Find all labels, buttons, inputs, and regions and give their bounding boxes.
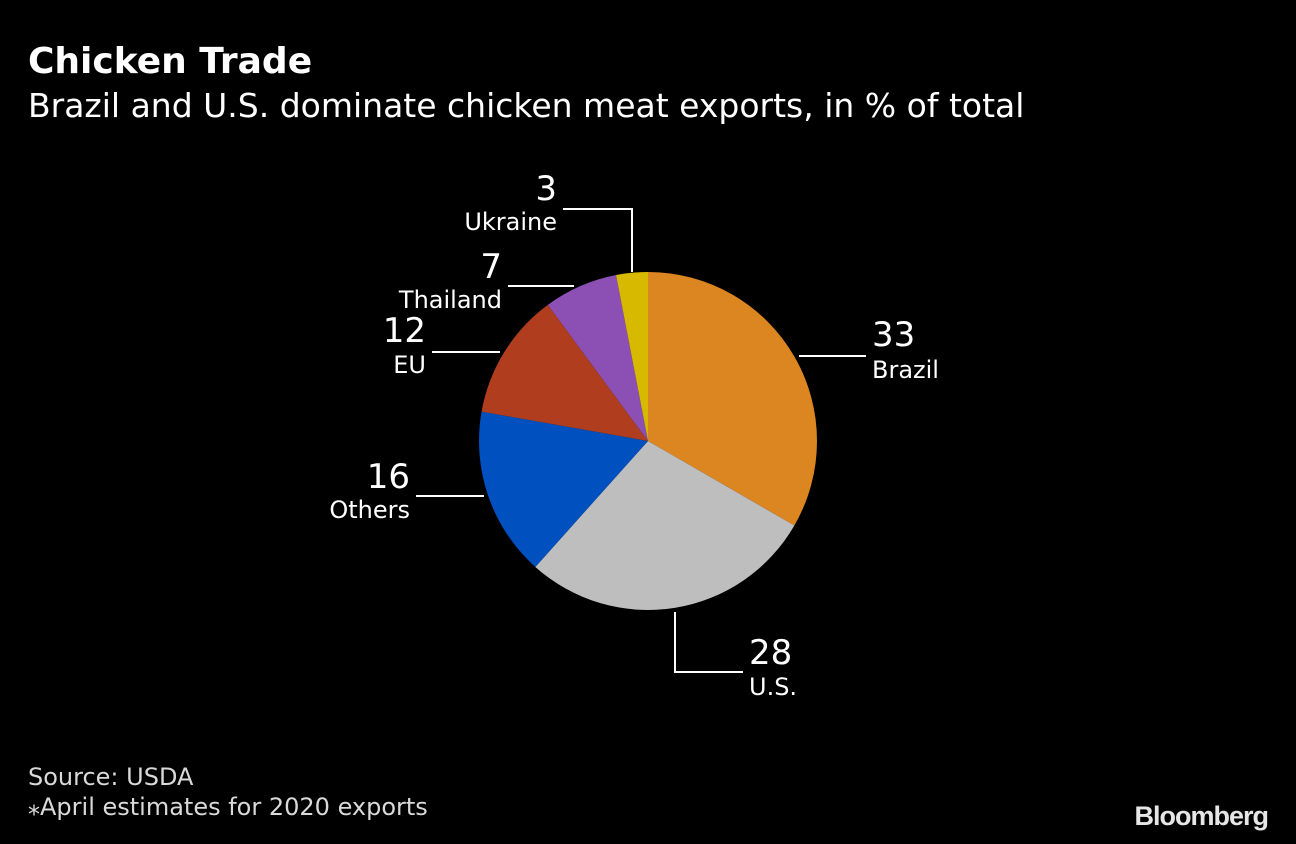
slice-thailand — [547, 275, 648, 441]
footnote: ⁎April estimates for 2020 exports — [28, 793, 428, 821]
slice-ukraine — [616, 272, 648, 441]
leader-line-ukraine — [563, 208, 633, 272]
pie-slices — [479, 272, 818, 610]
value-label-eu: 12 — [383, 311, 426, 351]
source-note: Source: USDA — [28, 763, 194, 791]
category-label-u-s: U.S. — [749, 673, 797, 701]
value-label-ukraine: 3 — [535, 169, 557, 209]
slice-brazil — [648, 272, 818, 526]
bloomberg-logo: Bloomberg — [1134, 801, 1269, 831]
value-label-thailand: 7 — [480, 247, 502, 287]
category-label-thailand: Thailand — [398, 286, 502, 314]
value-label-others: 16 — [367, 457, 410, 497]
slice-u-s — [535, 441, 795, 610]
value-label-brazil: 33 — [872, 315, 915, 355]
category-label-eu: EU — [393, 351, 426, 379]
leader-lines — [416, 208, 866, 673]
slice-eu — [481, 304, 648, 441]
chart-subtitle: Brazil and U.S. dominate chicken meat ex… — [28, 86, 1025, 125]
slice-others — [479, 411, 648, 567]
value-label-u-s: 28 — [749, 633, 792, 673]
category-label-ukraine: Ukraine — [464, 208, 557, 236]
leader-line-u-s — [674, 612, 743, 673]
category-label-brazil: Brazil — [872, 356, 939, 384]
chart-title: Chicken Trade — [28, 41, 313, 82]
category-label-others: Others — [329, 496, 410, 524]
